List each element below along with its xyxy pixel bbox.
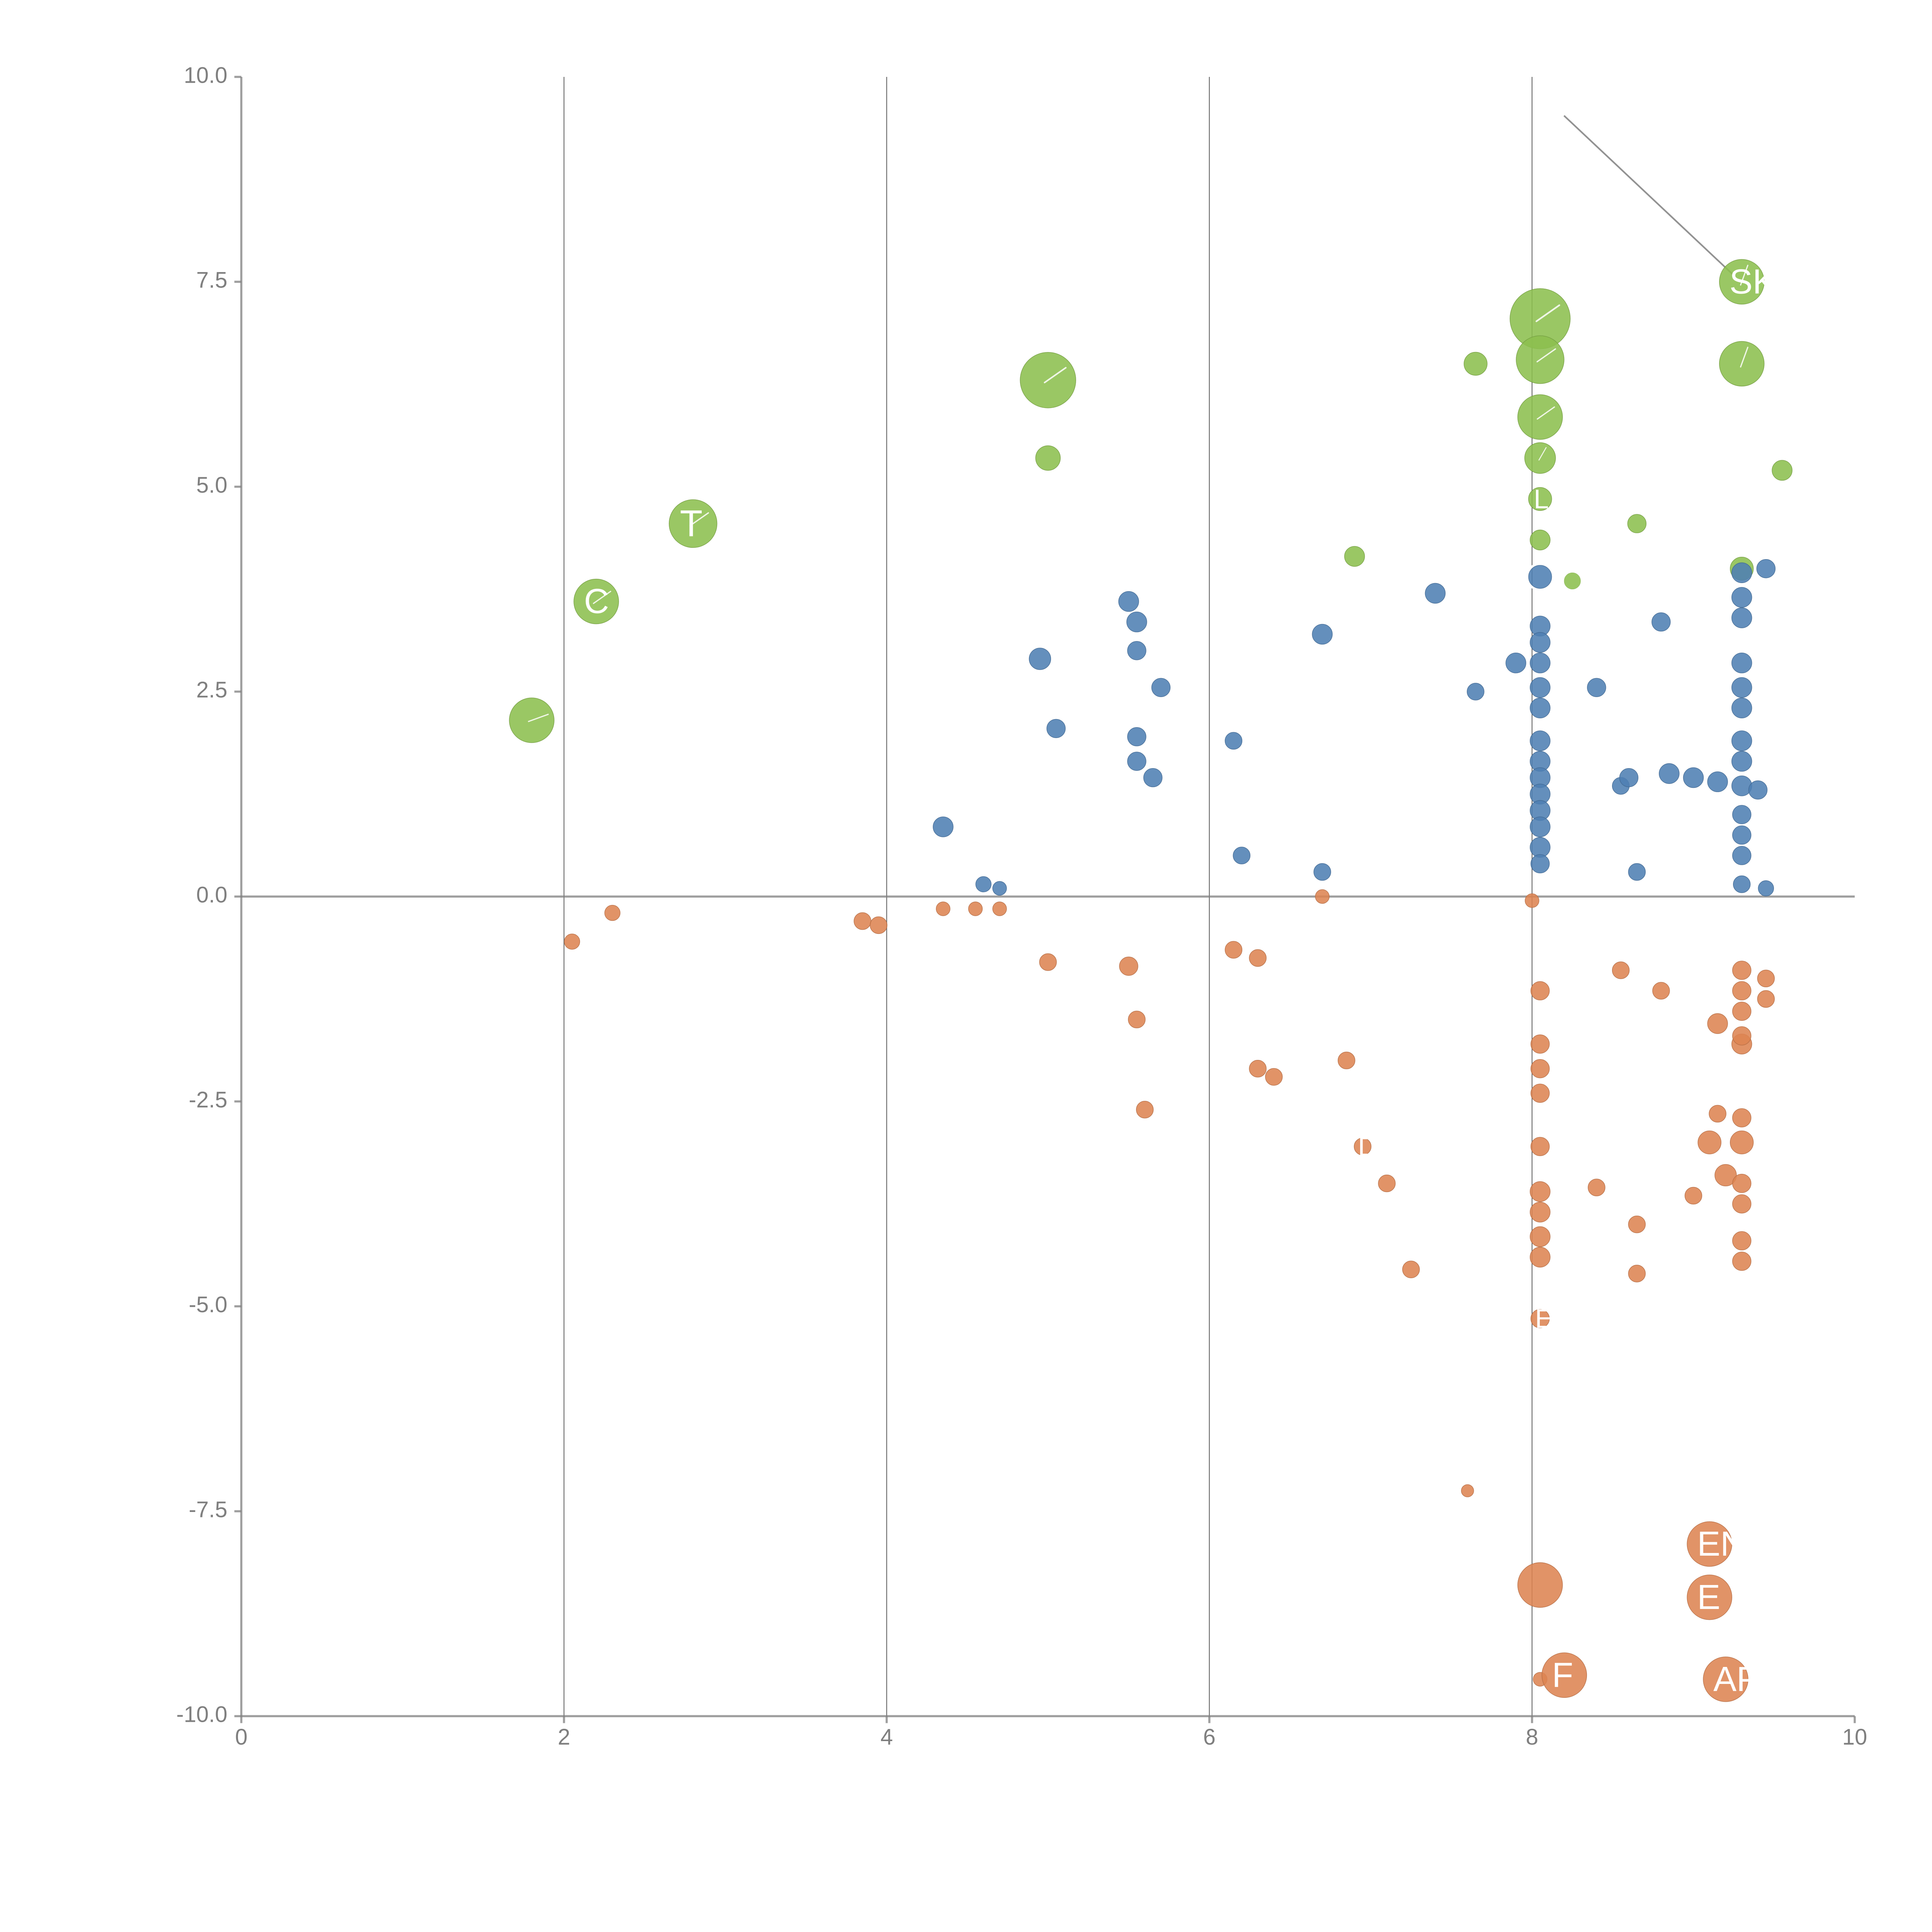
svg-text:4: 4 [881, 1725, 893, 1750]
svg-text:10.0: 10.0 [184, 63, 228, 88]
svg-text:6: 6 [1203, 1725, 1216, 1750]
svg-text:SK: SK [1730, 262, 1776, 301]
svg-text:7.5: 7.5 [196, 268, 228, 293]
svg-text:EN: EN [1697, 1525, 1745, 1563]
svg-text:2: 2 [558, 1725, 570, 1750]
svg-text:L: L [1534, 484, 1549, 514]
svg-text:-7.5: -7.5 [189, 1497, 228, 1522]
svg-text:-2.5: -2.5 [189, 1087, 228, 1112]
svg-text:8: 8 [1526, 1725, 1538, 1750]
svg-text:10: 10 [1842, 1725, 1867, 1750]
svg-text:F: F [1552, 1656, 1573, 1694]
svg-text:APF: APF [1713, 1660, 1781, 1699]
svg-text:2.5: 2.5 [196, 677, 228, 702]
svg-text:-10.0: -10.0 [176, 1702, 227, 1727]
svg-text:0.0: 0.0 [196, 883, 228, 908]
svg-text:5.0: 5.0 [196, 473, 228, 498]
svg-text:D: D [1358, 1131, 1378, 1162]
svg-text:T: T [680, 503, 703, 544]
svg-text:C: C [584, 582, 609, 621]
svg-text:0: 0 [235, 1725, 247, 1750]
svg-text:E: E [1697, 1578, 1720, 1617]
svg-text:E: E [1535, 1304, 1553, 1334]
svg-text:-5.0: -5.0 [189, 1292, 228, 1317]
